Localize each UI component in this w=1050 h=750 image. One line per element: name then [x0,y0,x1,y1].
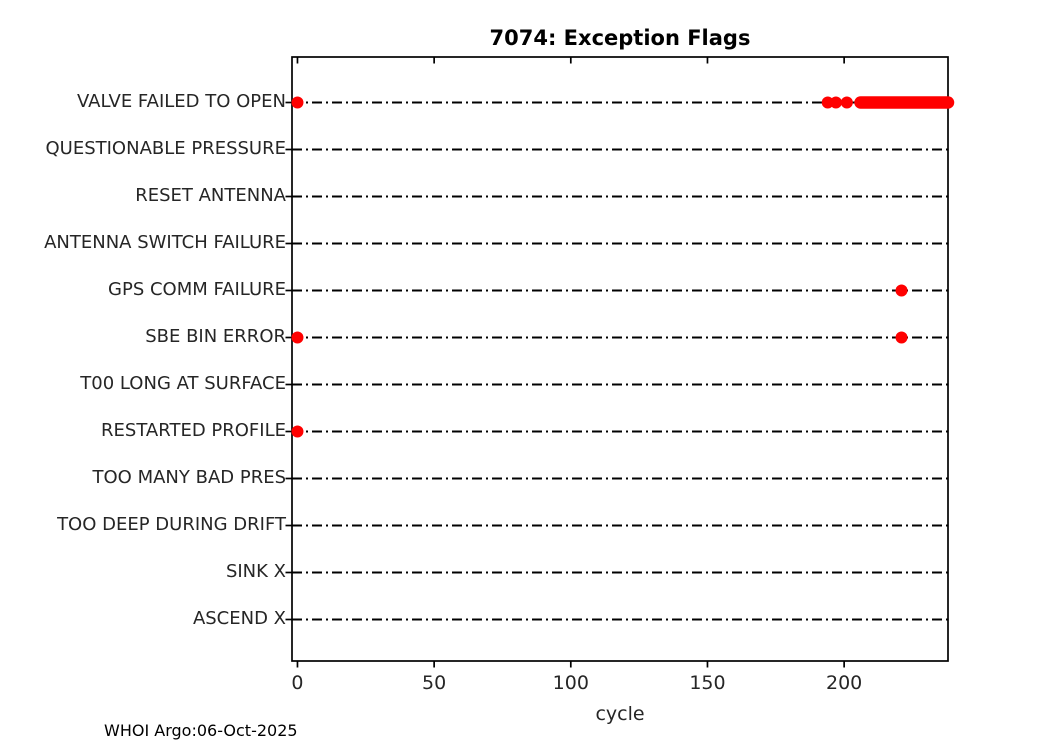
y-axis-label: RESTARTED PROFILE [101,419,286,441]
flag-marker-dot [895,331,908,344]
y-axis-label: TOO MANY BAD PRES [92,466,286,488]
x-axis-tick-label: 50 [422,672,447,694]
flag-marker-dot [821,96,834,109]
flag-marker-dot [895,284,908,297]
y-axis-label: ASCEND X [192,607,286,629]
y-axis-label: SBE BIN ERROR [145,325,286,347]
x-axis-tick-label: 0 [291,672,304,694]
y-axis-label: VALVE FAILED TO OPEN [77,90,286,112]
flag-marker-dot [840,96,853,109]
chart-title: 7074: Exception Flags [489,26,751,50]
y-axis-label: QUESTIONABLE PRESSURE [45,137,286,159]
y-axis-label: T00 LONG AT SURFACE [80,372,286,394]
x-axis-tick-label: 150 [689,672,726,694]
flag-marker-dot [291,96,304,109]
y-axis-label: ANTENNA SWITCH FAILURE [44,231,286,253]
x-axis-tick-label: 200 [825,672,863,694]
x-axis-label: cycle [595,703,645,725]
y-axis-label: RESET ANTENNA [135,184,286,206]
footer-text: WHOI Argo:06-Oct-2025 [104,721,298,740]
y-axis-label: SINK X [225,560,286,582]
x-axis-tick-label: 100 [552,672,589,694]
axes-box [291,56,949,662]
flag-marker-dot [291,331,304,344]
flag-marker-dot [829,96,842,109]
y-axis-label: GPS COMM FAILURE [108,278,286,300]
flag-marker-dot [291,425,304,438]
y-axis-label: TOO DEEP DURING DRIFT [57,513,286,535]
